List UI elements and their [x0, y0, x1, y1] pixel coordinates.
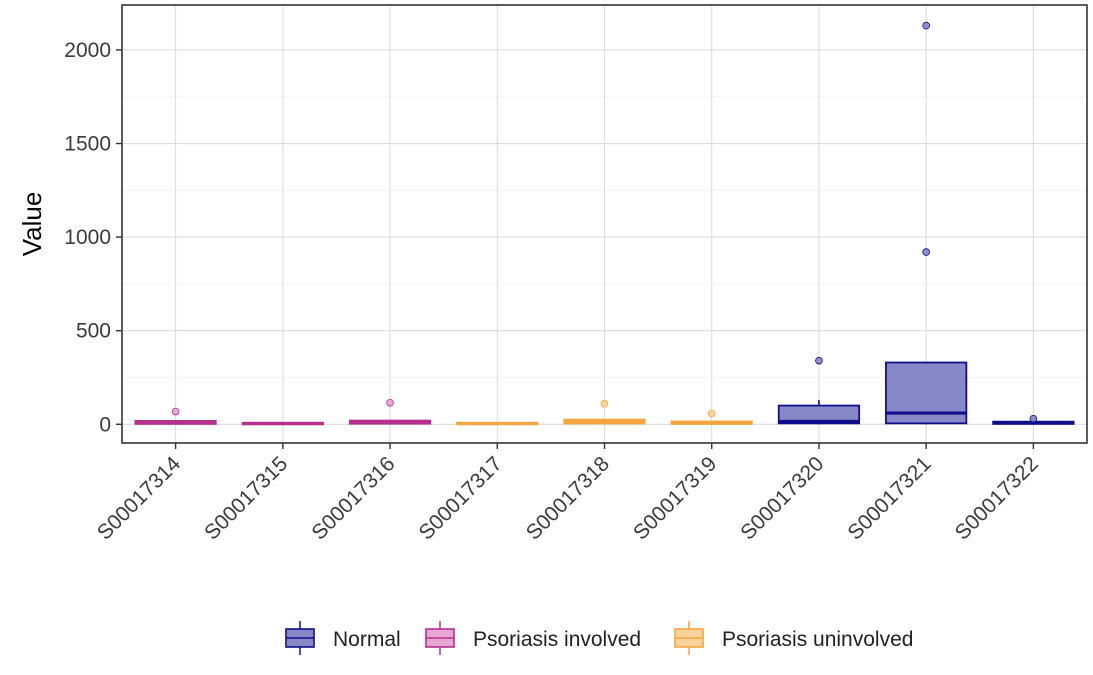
- outlier-point: [600, 399, 609, 408]
- legend-label: Normal: [333, 628, 401, 651]
- box-S00017318: [563, 399, 646, 425]
- x-tick-label: S00017316: [307, 452, 399, 544]
- legend: Normal Psoriasis involved Psoriasis uninvo…: [285, 621, 913, 655]
- box-S00017319: [670, 409, 753, 425]
- box-S00017317: [456, 421, 539, 426]
- gridlines: [122, 5, 1087, 443]
- legend-label: Psoriasis involved: [473, 628, 641, 651]
- box-S00017315: [241, 421, 324, 426]
- y-tick-label: 2000: [64, 39, 111, 62]
- x-tick-label: S00017318: [522, 452, 614, 544]
- x-tick-label: S00017314: [93, 452, 185, 544]
- box-S00017322: [992, 414, 1075, 425]
- outlier-point: [707, 409, 716, 418]
- y-tick-label: 1000: [64, 226, 111, 249]
- box-S00017321: [885, 21, 968, 425]
- y-tick-label: 0: [99, 413, 111, 436]
- box-S00017316: [348, 398, 432, 425]
- outlier-point: [386, 398, 394, 407]
- legend-item-psoriasis-uninvolved: Psoriasis uninvolved: [674, 621, 913, 655]
- boxes: [134, 21, 1075, 426]
- x-tick-label: S00017317: [415, 452, 507, 544]
- box-iqr-rect: [777, 404, 861, 425]
- legend-item-normal: Normal: [285, 621, 401, 655]
- legend-label: Psoriasis uninvolved: [722, 628, 913, 651]
- x-tick-label: S00017315: [200, 452, 292, 544]
- outlier-point: [815, 356, 823, 365]
- x-tick-label: S00017321: [843, 452, 935, 544]
- y-tick-label: 500: [76, 320, 111, 343]
- outlier-point: [1029, 414, 1038, 423]
- outlier-point: [171, 407, 180, 416]
- x-tick-label: S00017320: [736, 452, 828, 544]
- outlier-point: [922, 21, 930, 30]
- y-tick-label: 1500: [64, 133, 111, 156]
- y-axis-title: Value: [17, 192, 47, 257]
- box-S00017320: [777, 356, 861, 425]
- x-tick-label: S00017322: [951, 452, 1043, 544]
- box-S00017314: [134, 407, 217, 425]
- outlier-point: [922, 248, 930, 256]
- x-tick-label: S00017319: [629, 452, 721, 544]
- legend-item-psoriasis-involved: Psoriasis involved: [425, 621, 641, 655]
